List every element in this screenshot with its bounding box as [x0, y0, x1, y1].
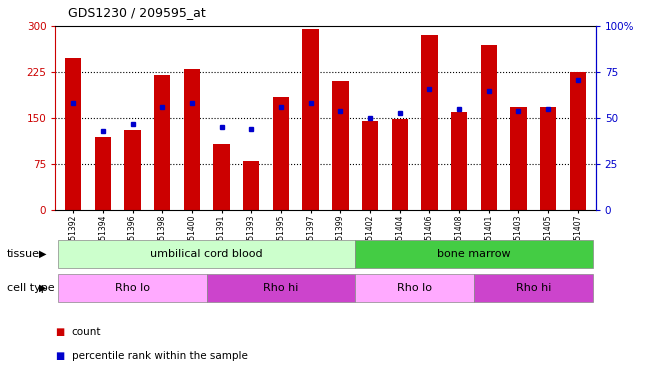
Bar: [362, 121, 378, 210]
Text: percentile rank within the sample: percentile rank within the sample: [72, 351, 247, 361]
Bar: [303, 29, 319, 210]
Text: ■: ■: [55, 327, 64, 337]
Text: GDS1230 / 209595_at: GDS1230 / 209595_at: [68, 6, 206, 19]
Bar: [540, 107, 557, 210]
Bar: [332, 81, 348, 210]
Text: cell type: cell type: [7, 283, 54, 293]
Text: ■: ■: [55, 351, 64, 361]
Bar: [154, 75, 171, 210]
Bar: [124, 130, 141, 210]
Text: Rho lo: Rho lo: [397, 283, 432, 293]
Text: Rho lo: Rho lo: [115, 283, 150, 293]
Text: umbilical cord blood: umbilical cord blood: [150, 249, 263, 259]
Bar: [65, 58, 81, 210]
Bar: [480, 45, 497, 210]
Bar: [243, 161, 260, 210]
Bar: [570, 72, 586, 210]
Text: Rho hi: Rho hi: [263, 283, 299, 293]
Bar: [421, 36, 437, 210]
Text: ▶: ▶: [38, 283, 46, 293]
Bar: [451, 112, 467, 210]
Text: bone marrow: bone marrow: [437, 249, 511, 259]
Bar: [273, 97, 289, 210]
Bar: [510, 107, 527, 210]
Bar: [214, 144, 230, 210]
Text: ▶: ▶: [38, 249, 46, 259]
Bar: [391, 119, 408, 210]
Bar: [94, 136, 111, 210]
Text: Rho hi: Rho hi: [516, 283, 551, 293]
Text: tissue: tissue: [7, 249, 40, 259]
Text: count: count: [72, 327, 101, 337]
Bar: [184, 69, 200, 210]
